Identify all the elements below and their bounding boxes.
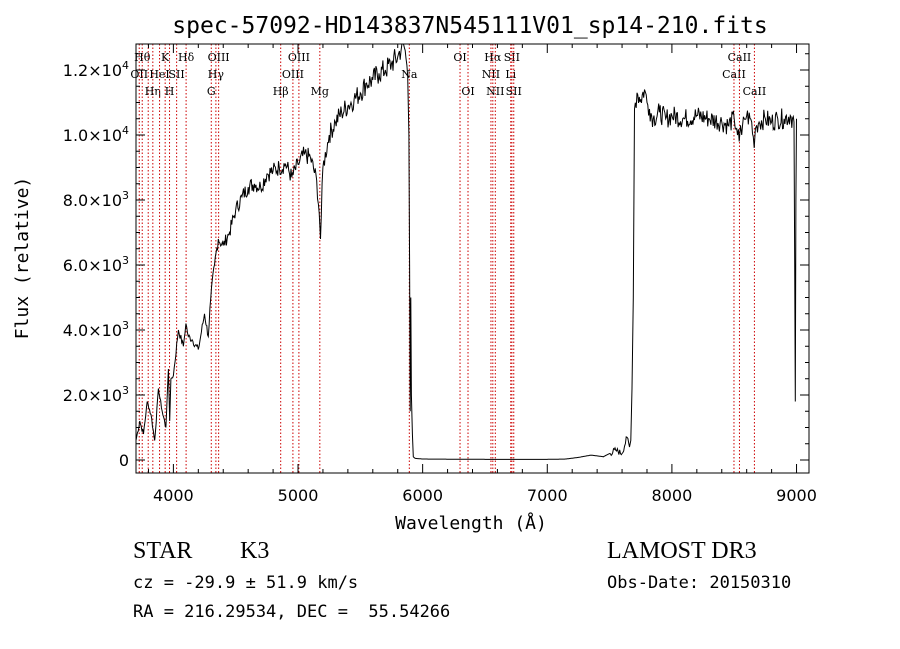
x-tick-label: 7000 xyxy=(527,486,568,505)
y-tick-label: 4.0×103 xyxy=(63,319,129,340)
x-tick-label: 5000 xyxy=(278,486,319,505)
spectral-line-label: Hγ xyxy=(208,68,225,81)
spectral-line-label: Hβ xyxy=(273,85,289,98)
y-tick-label: 2.0×103 xyxy=(63,384,129,405)
spectrum-line xyxy=(135,43,797,460)
spectral-line-label: K xyxy=(161,51,170,64)
object-subclass: K3 xyxy=(240,538,270,564)
spectral-line-label: Mg xyxy=(311,85,329,98)
spectral-line-label: SII xyxy=(506,85,522,98)
x-tick-label: 9000 xyxy=(776,486,817,505)
survey-name: LAMOST DR3 xyxy=(607,538,757,564)
spectral-line-label: CaII xyxy=(743,85,767,98)
coordinates-readout: RA = 216.29534, DEC = 55.54266 xyxy=(133,602,451,622)
axis-ticks-layer: 4000 5000 6000 7000 8000 9000 0 2.0×103 4.0×103 6… xyxy=(63,44,817,505)
y-axis-label: Flux (relative) xyxy=(12,177,33,340)
spectral-line-label: Hα xyxy=(484,51,502,64)
y-tick-label: 6.0×103 xyxy=(63,254,129,275)
spectral-line-label: OI xyxy=(453,51,466,64)
spectral-line-label: SII xyxy=(504,51,520,64)
spectral-line-label: G xyxy=(207,85,216,98)
spectral-line-label: Hη xyxy=(145,85,161,98)
spectral-line-label: OI xyxy=(461,85,474,98)
x-tick-label: 4000 xyxy=(153,486,194,505)
spectral-line-label: HeI xyxy=(149,68,169,81)
y-tick-label: 8.0×103 xyxy=(63,189,129,210)
spectral-line-label: Na xyxy=(401,68,418,81)
spectral-line-label: OII xyxy=(130,68,148,81)
x-axis-label: Wavelength (Å) xyxy=(395,512,547,534)
spectral-line-label: H xyxy=(165,85,175,98)
spectral-line-label: Hδ xyxy=(178,51,195,64)
x-tick-label: 8000 xyxy=(652,486,693,505)
spectral-lines-layer: OIIHθHηHeIKHSIIHδGHγOIIIHβOIIIOIIIMgNaOI… xyxy=(130,44,766,473)
y-tick-label: 1.2×104 xyxy=(63,59,129,80)
spectral-line-label: CaII xyxy=(722,68,746,81)
y-tick-label: 0 xyxy=(119,451,129,470)
redshift-readout: cz = -29.9 ± 51.9 km/s xyxy=(133,573,359,593)
spectrum-series-layer xyxy=(135,43,797,460)
object-class: STAR xyxy=(133,538,193,564)
spectral-line-label: CaII xyxy=(728,51,752,64)
chart-title: spec-57092-HD143837N545111V01_sp14-210.f… xyxy=(172,13,767,39)
spectral-line-label: NII xyxy=(486,85,504,98)
plot-frame xyxy=(135,43,810,474)
spectral-line-label: SII xyxy=(169,68,185,81)
observation-date: Obs-Date: 20150310 xyxy=(607,573,792,593)
y-tick-label: 1.0×104 xyxy=(63,124,129,145)
spectral-line-label: OIII xyxy=(282,68,304,81)
spectral-line-label: OIII xyxy=(208,51,230,64)
spectral-line-label: OIII xyxy=(288,51,310,64)
spectral-line-label: Li xyxy=(505,68,516,81)
x-tick-label: 6000 xyxy=(402,486,443,505)
spectral-line-label: NII xyxy=(482,68,500,81)
